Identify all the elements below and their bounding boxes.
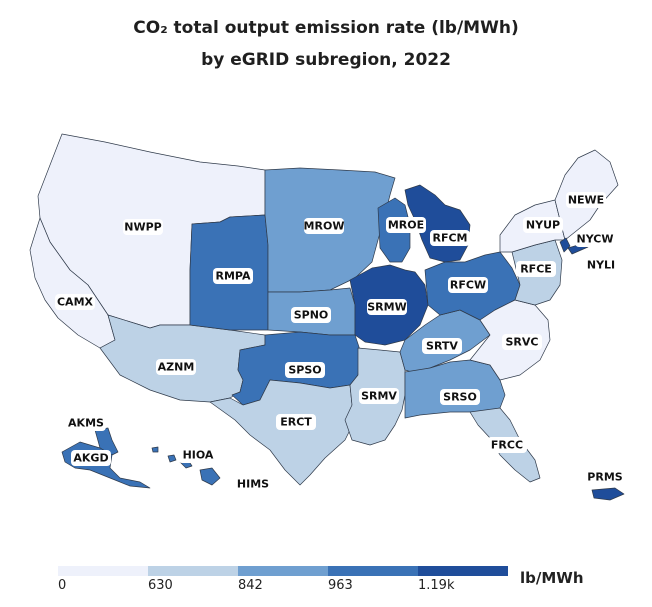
region-label-newe: NEWE bbox=[568, 194, 604, 207]
region-label-hioa: HIOA bbox=[183, 449, 214, 462]
region-label-bg-mroe bbox=[386, 217, 426, 233]
legend-tick-3: 963 bbox=[328, 578, 353, 593]
region-label-srmv: SRMV bbox=[361, 390, 397, 403]
region-label-rfcw: RFCW bbox=[450, 279, 486, 292]
region-label-bg-prms bbox=[585, 469, 625, 485]
region-label-bg-srvc bbox=[502, 334, 542, 350]
region-label-srvc: SRVC bbox=[506, 336, 539, 349]
region-label-bg-spso bbox=[285, 362, 325, 378]
region-label-nwpp: NWPP bbox=[124, 221, 161, 234]
region-label-bg-rfcm bbox=[430, 230, 470, 246]
region-label-bg-nyup bbox=[523, 217, 563, 233]
region-label-bg-newe bbox=[566, 192, 606, 208]
region-label-camx: CAMX bbox=[57, 296, 94, 309]
chart-title-line2: by eGRID subregion, 2022 bbox=[201, 50, 451, 70]
region-erct-shape bbox=[209, 379, 356, 486]
region-label-bg-nyli bbox=[581, 257, 621, 273]
region-label-prms: PRMS bbox=[587, 471, 622, 484]
region-label-nyli: NYLI bbox=[587, 259, 615, 272]
region-label-akms: AKMS bbox=[68, 417, 104, 430]
legend-tick-0: 0 bbox=[58, 578, 67, 593]
region-label-rfcm: RFCM bbox=[432, 232, 467, 245]
legend-swatch-3 bbox=[328, 566, 418, 576]
region-label-bg-hims bbox=[233, 476, 273, 492]
region-label-bg-srso bbox=[440, 389, 480, 405]
region-hioa-shape bbox=[167, 454, 177, 463]
region-prms-shape bbox=[591, 487, 625, 501]
region-label-bg-erct bbox=[276, 414, 316, 430]
region-label-aznm: AZNM bbox=[158, 361, 195, 374]
region-label-mrow: MROW bbox=[304, 220, 345, 233]
region-label-bg-hioa bbox=[178, 447, 218, 463]
region-label-srso: SRSO bbox=[443, 391, 477, 404]
region-label-bg-camx bbox=[55, 294, 95, 310]
region-label-hims: HIMS bbox=[237, 478, 269, 491]
region-label-frcc: FRCC bbox=[491, 439, 523, 452]
region-label-bg-spno bbox=[291, 307, 331, 323]
legend-tick-2: 842 bbox=[238, 578, 263, 593]
region-label-bg-srmv bbox=[359, 388, 399, 404]
legend-swatch-0 bbox=[58, 566, 148, 576]
region-nycw-shape bbox=[559, 237, 571, 253]
region-label-mroe: MROE bbox=[388, 219, 424, 232]
legend-swatch-1 bbox=[148, 566, 238, 576]
region-label-nyup: NYUP bbox=[526, 219, 560, 232]
region-label-nycw: NYCW bbox=[577, 233, 614, 246]
region-label-bg-frcc bbox=[487, 437, 527, 453]
chart-title-line1: CO₂ total output emission rate (lb/MWh) bbox=[133, 18, 519, 38]
legend-swatch-2 bbox=[238, 566, 328, 576]
region-label-bg-mrow bbox=[304, 218, 344, 234]
region-label-bg-akgd bbox=[71, 450, 111, 466]
region-label-bg-nycw bbox=[575, 231, 615, 247]
legend-tick-1: 630 bbox=[148, 578, 173, 593]
region-label-spno: SPNO bbox=[294, 309, 329, 322]
region-label-srtv: SRTV bbox=[426, 340, 458, 353]
region-label-bg-akms bbox=[66, 415, 106, 431]
region-label-bg-rfcw bbox=[448, 277, 488, 293]
legend-swatch-4 bbox=[418, 566, 508, 576]
legend-unit: lb/MWh bbox=[520, 569, 584, 587]
region-label-bg-srtv bbox=[422, 338, 462, 354]
region-label-erct: ERCT bbox=[280, 416, 312, 429]
region-label-spso: SPSO bbox=[288, 364, 321, 377]
region-label-bg-aznm bbox=[156, 359, 196, 375]
region-label-rfce: RFCE bbox=[520, 263, 552, 276]
region-label-rmpa: RMPA bbox=[216, 270, 251, 283]
region-label-srmw: SRMW bbox=[367, 301, 406, 314]
region-label-bg-nwpp bbox=[123, 219, 163, 235]
region-label-bg-srmw bbox=[367, 299, 407, 315]
region-label-akgd: AKGD bbox=[73, 452, 108, 465]
region-label-bg-rfce bbox=[516, 261, 556, 277]
region-label-bg-rmpa bbox=[213, 268, 253, 284]
legend-tick-4: 1.19k bbox=[418, 578, 455, 593]
